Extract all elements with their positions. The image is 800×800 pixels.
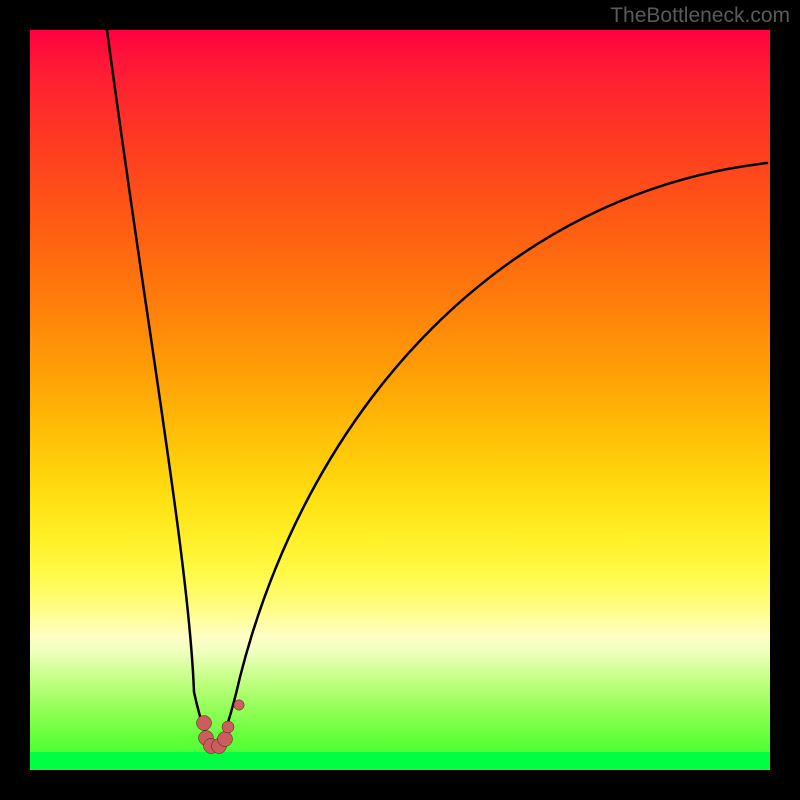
marker-dot	[234, 700, 244, 710]
marker-dot	[222, 721, 234, 733]
plot-area	[30, 30, 770, 770]
marker-dot	[197, 716, 212, 731]
watermark-text: TheBottleneck.com	[610, 4, 790, 28]
bottleneck-chart	[0, 0, 800, 800]
marker-dot	[218, 732, 233, 747]
chart-container: TheBottleneck.com	[0, 0, 800, 800]
baseline-band	[30, 752, 770, 770]
